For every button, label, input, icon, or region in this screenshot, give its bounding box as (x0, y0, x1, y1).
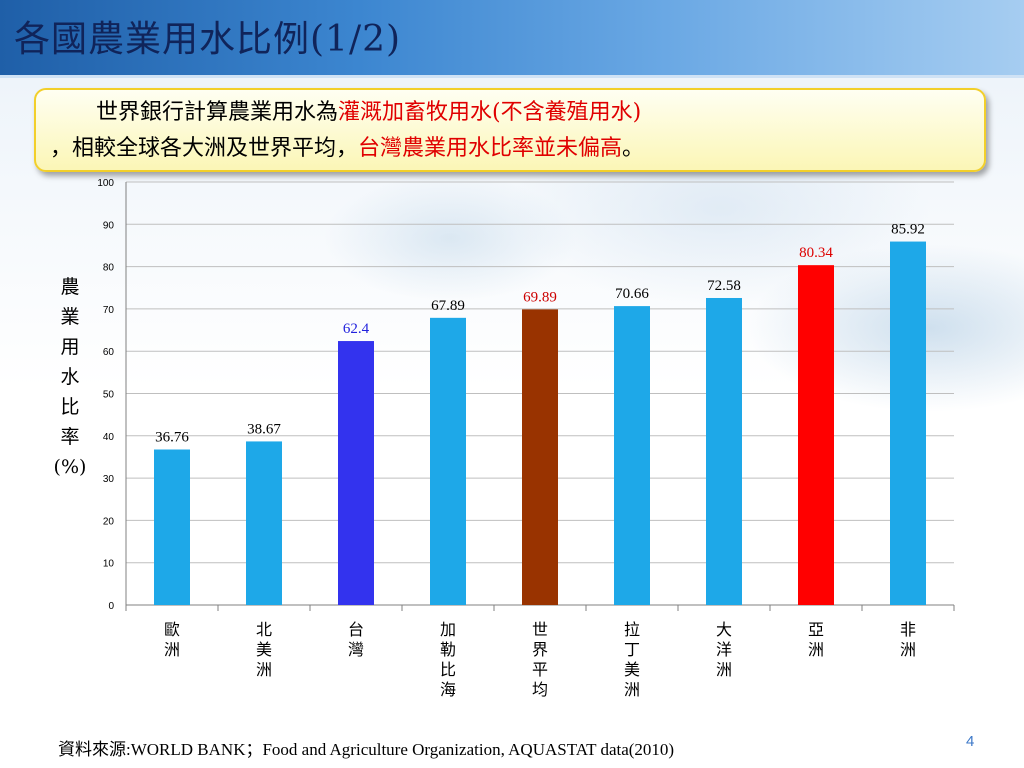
x-tick-label-char: 台 (348, 620, 364, 639)
x-tick-label-char: 勒 (440, 640, 456, 659)
data-label: 69.89 (523, 289, 557, 305)
bar (798, 265, 834, 605)
y-tick-label: 0 (108, 601, 114, 612)
x-tick-label-char: 洲 (808, 640, 824, 659)
callout-text-highlight: 灌溉加畜牧用水(不含養殖用水) (338, 100, 642, 125)
data-label: 67.89 (431, 298, 465, 314)
x-tick-label-char: 洲 (256, 660, 272, 679)
callout-line-2: ，相較全球各大洲及世界平均，台灣農業用水比率並未偏高。 (50, 132, 644, 166)
x-tick-label-char: 均 (532, 680, 548, 699)
data-label: 36.76 (155, 430, 189, 446)
data-label: 62.4 (343, 321, 370, 337)
x-tick-label-char: 平 (532, 660, 548, 679)
bar (614, 306, 650, 605)
bar (338, 341, 374, 605)
x-tick-label-char: 洲 (164, 640, 180, 659)
callout-line-1: 世界銀行計算農業用水為灌溉加畜牧用水(不含養殖用水) (96, 96, 641, 130)
x-tick-label: 非洲 (900, 620, 916, 659)
bar (706, 297, 742, 605)
x-tick-label: 加勒比海 (440, 620, 456, 699)
x-tick-label-char: 美 (256, 640, 272, 659)
y-tick-label: 100 (97, 178, 114, 189)
data-label: 80.34 (799, 245, 833, 261)
x-tick-label-char: 洲 (716, 660, 732, 679)
y-tick-label: 40 (103, 432, 115, 443)
bar (522, 309, 558, 605)
x-tick-label-char: 洋 (716, 640, 732, 659)
bar (246, 441, 282, 605)
callout-text-plain: 。 (622, 136, 645, 161)
bar (154, 449, 190, 605)
data-label: 70.66 (615, 286, 649, 302)
callout-text-plain: ，相較全球各大洲及世界平均， (50, 136, 359, 161)
data-label: 38.67 (247, 421, 281, 437)
x-tick-label-char: 拉 (624, 620, 640, 639)
x-tick-label: 亞洲 (808, 620, 824, 659)
x-tick-label-char: 洲 (624, 680, 640, 699)
y-tick-label: 80 (103, 263, 115, 274)
slide-title: 各國農業用水比例(1/2) (14, 19, 402, 60)
x-tick-label: 台灣 (348, 620, 364, 659)
x-tick-label: 拉丁美洲 (624, 620, 640, 699)
y-tick-label: 90 (103, 220, 115, 231)
data-label: 85.92 (891, 222, 925, 238)
x-tick-label-char: 大 (716, 620, 732, 639)
data-label: 72.58 (707, 278, 741, 294)
y-tick-label: 70 (103, 305, 115, 316)
x-tick-label: 北美洲 (256, 620, 272, 679)
x-tick-label: 大洋洲 (716, 620, 732, 679)
y-tick-label: 20 (103, 516, 115, 527)
background-image (0, 78, 1024, 768)
x-tick-label-char: 洲 (900, 640, 916, 659)
y-tick-label: 50 (103, 390, 115, 401)
callout-text-highlight: 台灣農業用水比率並未偏高 (358, 136, 623, 161)
y-axis-label: 農業用水比率(%) (53, 276, 87, 478)
x-tick-label-char: 亞 (808, 620, 824, 639)
source-citation: 資料來源:WORLD BANK；Food and Agriculture Org… (58, 740, 675, 759)
x-tick-label: 世界平均 (532, 620, 548, 699)
x-tick-label-char: 加 (440, 620, 456, 639)
page-number: 4 (966, 733, 975, 750)
x-tick-label-char: 歐 (164, 620, 180, 639)
callout-text-plain: 世界銀行計算農業用水為 (96, 100, 339, 125)
x-tick-label: 歐洲 (164, 620, 180, 659)
x-tick-label-char: 美 (624, 660, 640, 679)
x-tick-label-char: 丁 (624, 640, 640, 659)
y-tick-label: 60 (103, 347, 115, 358)
x-tick-label-char: 北 (256, 620, 272, 639)
summary-callout: 世界銀行計算農業用水為灌溉加畜牧用水(不含養殖用水) ，相較全球各大洲及世界平均… (34, 88, 986, 172)
y-tick-label: 10 (103, 559, 115, 570)
slide-header: 各國農業用水比例(1/2) (0, 0, 1024, 78)
x-tick-label-char: 海 (440, 680, 456, 699)
bar (430, 317, 466, 605)
bar (890, 241, 926, 605)
x-tick-label-char: 世 (532, 620, 548, 639)
x-tick-label-char: 比 (440, 660, 456, 679)
x-tick-label-char: 非 (900, 620, 916, 639)
y-tick-label: 30 (103, 474, 115, 485)
x-tick-label-char: 灣 (348, 640, 364, 659)
x-tick-label-char: 界 (532, 640, 548, 659)
